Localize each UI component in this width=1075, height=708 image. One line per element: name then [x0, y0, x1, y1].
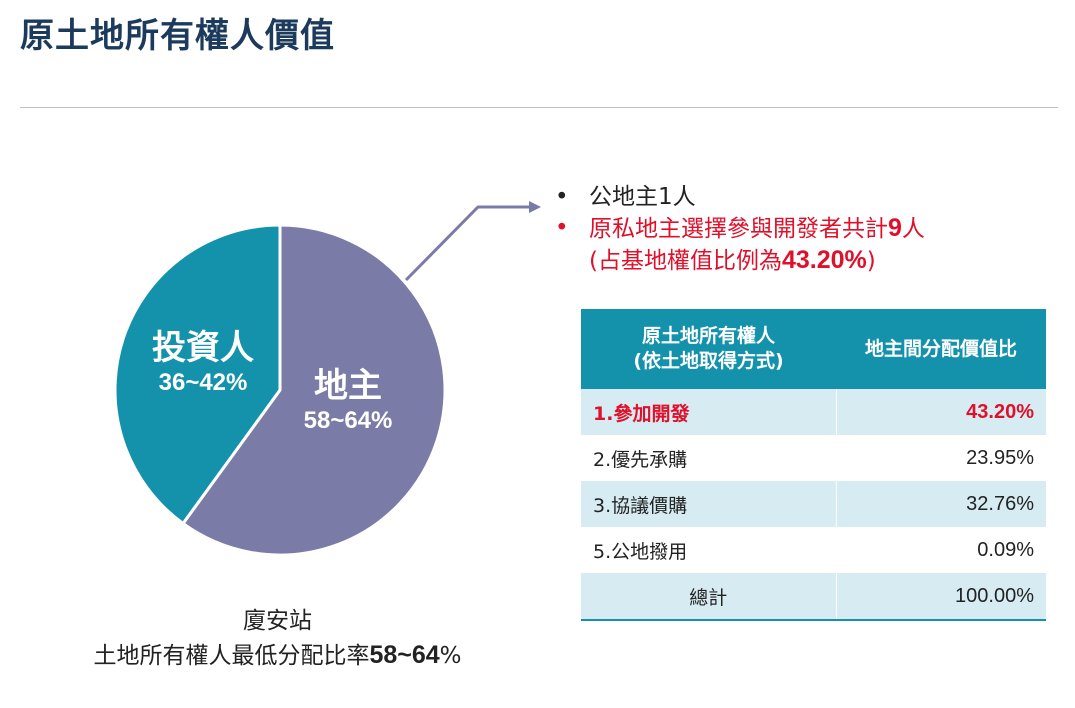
callout-arrow-line: [404, 205, 533, 282]
bullet-list: • 公地主1人 • 原私地主選擇參與開發者共計9人 (占基地權值比例為43.20…: [555, 182, 1055, 277]
table-cell-ratio: 43.20%: [836, 389, 1046, 435]
table-cell-ratio: 32.76%: [836, 481, 1046, 527]
bullet-line-count: 原私地主選擇參與開發者共計9人: [589, 213, 1055, 245]
bullet-ratio-close: ): [866, 248, 876, 274]
table-header-owner-line1: 原土地所有權人: [641, 325, 775, 347]
table-row: 1.參加開發 43.20%: [581, 389, 1046, 435]
table-row-total: 總計 100.00%: [581, 573, 1046, 620]
distribution-table: 原土地所有權人 (依土地取得方式) 地主間分配價值比 1.參加開發 43.20%…: [581, 309, 1046, 621]
bullet-dot: •: [555, 184, 569, 210]
bullet-ratio-number: 43.20%: [781, 246, 867, 274]
bullet-dot: •: [555, 215, 569, 241]
pie-slice-owner: [180, 223, 447, 557]
station-name: 廈安站: [243, 608, 312, 634]
page-title: 原土地所有權人價值: [20, 16, 335, 56]
table-header-row: 原土地所有權人 (依土地取得方式) 地主間分配價值比: [581, 309, 1046, 389]
table-row: 5.公地撥用 0.09%: [581, 527, 1046, 573]
bullet-ratio-text: (占基地權值比例為: [589, 248, 782, 274]
title-divider: [20, 107, 1058, 108]
table-cell-ratio: 0.09%: [977, 538, 1034, 561]
callout-arrow-head: [529, 201, 541, 213]
table-cell-ratio: 100.00%: [836, 573, 1046, 620]
pie-caption: 廈安站 土地所有權人最低分配比率58~64%: [50, 604, 505, 673]
table-cell-method: 1.參加開發: [581, 389, 837, 435]
bullet-public-owner: • 公地主1人: [555, 182, 1055, 213]
bullet-private-owners: • 原私地主選擇參與開發者共計9人 (占基地權值比例為43.20%): [555, 213, 1055, 277]
table-cell-method: 3.協議價購: [581, 481, 837, 527]
min-rate-text: 土地所有權人最低分配比率: [93, 643, 370, 669]
pie-slice-investor: [113, 223, 282, 526]
table-header-owner: 原土地所有權人 (依土地取得方式): [581, 309, 836, 389]
pie-label-investor: 投資人 36~42%: [128, 328, 278, 398]
pie-label-owner-range: 58~64%: [303, 407, 393, 434]
pie-label-owner: 地主 58~64%: [268, 366, 428, 436]
table-row: 2.優先承購 23.95%: [581, 435, 1046, 481]
bullet-line-ratio: (占基地權值比例為43.20%): [589, 245, 1055, 277]
bullet-count-number: 9: [888, 214, 902, 242]
min-rate-value: 58~64: [369, 641, 440, 669]
min-rate-unit: %: [439, 643, 462, 669]
pie-label-owner-name: 地主: [314, 367, 382, 405]
bullet-text: 公地主1人: [589, 184, 696, 210]
table-header-ratio: 地主間分配價值比: [836, 309, 1046, 389]
table-row: 3.協議價購 32.76%: [581, 481, 1046, 527]
bullet-count-text: 原私地主選擇參與開發者共計: [589, 216, 888, 242]
table-cell-method: 2.優先承購: [581, 435, 837, 481]
table-cell-method: 5.公地撥用: [581, 527, 837, 573]
min-rate-line: 土地所有權人最低分配比率58~64%: [50, 638, 505, 673]
table-cell-ratio: 23.95%: [966, 446, 1034, 469]
pie-label-investor-range: 36~42%: [158, 369, 248, 396]
table-header-owner-line2: (依土地取得方式): [633, 350, 784, 372]
table-cell-method: 總計: [581, 573, 837, 620]
bullet-count-unit: 人: [901, 216, 925, 242]
pie-label-investor-name: 投資人: [152, 329, 254, 367]
